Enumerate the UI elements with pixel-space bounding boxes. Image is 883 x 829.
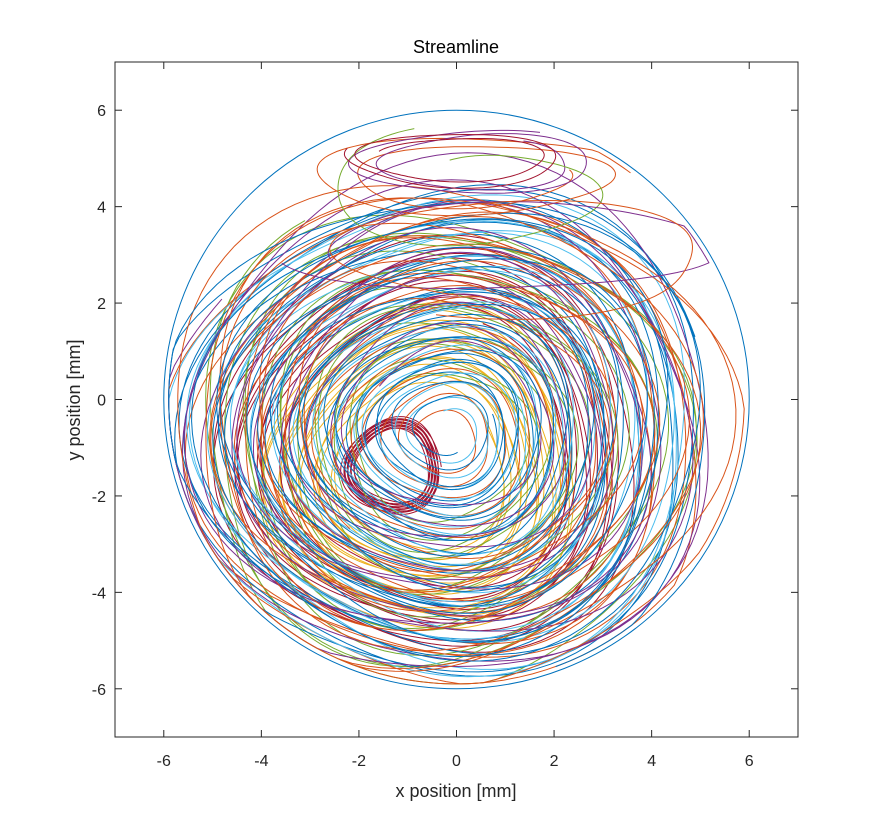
streamline-series-2 xyxy=(212,234,635,653)
axes-layer: -6 -4 -2 0 2 4 6 -6 -4 -2 0 2 4 6 xyxy=(92,62,798,770)
y-tick-label-4: 2 xyxy=(97,296,106,313)
y-tick-label-3: 0 xyxy=(97,393,106,410)
x-tick-label-0: -6 xyxy=(157,753,171,770)
y-tick-label-6: 6 xyxy=(97,103,106,120)
x-tick-label-1: -4 xyxy=(254,753,268,770)
x-tick-label-4: 2 xyxy=(550,753,559,770)
streamline-series-4 xyxy=(168,201,697,685)
streamline-series-5 xyxy=(168,184,696,677)
streamline-top-loop-4 xyxy=(281,201,710,289)
y-tick-label-0: -6 xyxy=(92,682,106,699)
y-tick-label-1: -4 xyxy=(92,585,106,602)
y-axis-label: y position [mm] xyxy=(64,339,84,460)
streamline-top-loop-1 xyxy=(347,129,587,194)
y-tick-label-5: 4 xyxy=(97,200,106,217)
x-tick-label-2: -2 xyxy=(352,753,366,770)
streamline-series-9 xyxy=(168,201,706,668)
x-tick-label-5: 4 xyxy=(647,753,656,770)
streamline-series-7 xyxy=(168,152,709,668)
streamline-top-loop-0 xyxy=(316,137,631,217)
streamline-top-loop-5 xyxy=(329,199,694,320)
x-tick-label-6: 6 xyxy=(745,753,754,770)
x-tick-label-3: 0 xyxy=(452,753,461,770)
series-layer xyxy=(163,109,750,690)
boundary-circle xyxy=(163,109,750,690)
x-axis-label: x position [mm] xyxy=(395,781,516,801)
y-tick-label-2: -2 xyxy=(92,489,106,506)
streamline-top-loop-2 xyxy=(337,128,604,247)
streamline-series-8 xyxy=(177,185,745,685)
streamline-top-loop-3 xyxy=(343,134,557,189)
chart-title: Streamline xyxy=(413,37,499,57)
